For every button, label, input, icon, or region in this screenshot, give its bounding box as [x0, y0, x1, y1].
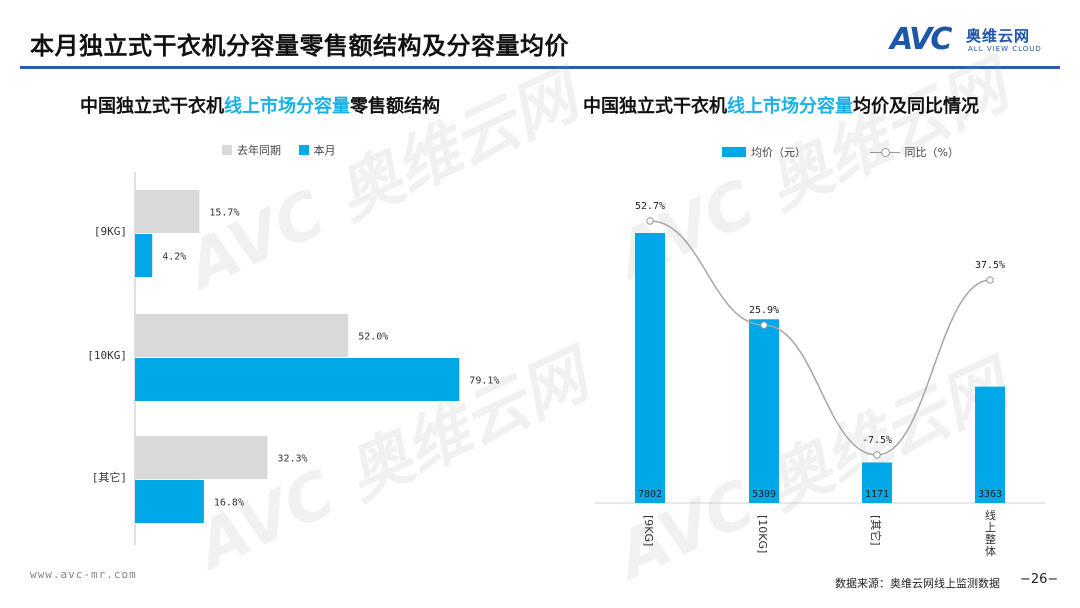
avc-logo-mark: AVC — [890, 22, 952, 57]
category-label-char: 整 — [985, 532, 996, 546]
category-label: [10KG] — [756, 515, 769, 553]
yoy-label: 37.5% — [975, 260, 1005, 271]
right-chart-title: 中国独立式干衣机线上市场分容量均价及同比情况 — [583, 92, 979, 118]
category-label-text: [10KG] — [756, 515, 769, 553]
legend-line-swatch — [869, 147, 900, 157]
data-label: 79.1% — [469, 376, 499, 387]
legend-item-yoy: 同比（%） — [869, 144, 959, 160]
bar-this-month — [135, 358, 460, 401]
category-label: [其它] — [869, 515, 883, 546]
data-label: 52.0% — [358, 332, 388, 343]
category-label-char: 体 — [985, 544, 996, 558]
legend-item-last-year: 去年同期 — [222, 142, 281, 158]
price-bar — [635, 233, 665, 503]
price-bar — [862, 462, 892, 503]
price-label: 3363 — [978, 489, 1002, 500]
logo: AVC 奥维云网 ALL VIEW CLOUD — [890, 22, 1060, 62]
price-bar — [749, 319, 779, 503]
price-label: 5309 — [752, 489, 776, 500]
category-label: [10KG] — [87, 349, 127, 362]
left-chart-title: 中国独立式干衣机线上市场分容量零售额结构 — [80, 92, 440, 118]
footer-source: 数据来源：奥维云网线上监测数据 — [835, 577, 1000, 590]
price-bar — [975, 386, 1005, 503]
legend-swatch-blue — [722, 147, 746, 157]
yoy-label: 52.7% — [635, 201, 665, 212]
price-label: 7802 — [638, 489, 662, 500]
legend-label: 同比（%） — [904, 146, 959, 159]
data-label: 4.2% — [162, 252, 186, 263]
yoy-label: -7.5% — [862, 435, 892, 446]
bar-last-year — [135, 436, 268, 479]
right-title-post: 均价及同比情况 — [853, 96, 979, 117]
page-number: −26− — [1020, 572, 1059, 587]
logo-cn-text: 奥维云网 — [966, 27, 1031, 45]
bar-last-year — [135, 314, 349, 357]
yoy-point — [646, 217, 654, 225]
bar-this-month — [135, 480, 204, 523]
left-bar-chart: [9KG] 15.7% 4.2% [10KG] 52.0% 79.1% [其它] 32.3% 1… — [87, 172, 499, 545]
legend-label: 去年同期 — [237, 144, 281, 157]
category-label: [9KG] — [94, 225, 127, 238]
page-title: 本月独立式干衣机分容量零售额结构及分容量均价 — [30, 32, 569, 60]
data-label: 16.8% — [214, 498, 244, 509]
yoy-point — [760, 321, 768, 329]
right-legend: 均价（元） 同比（%） — [722, 144, 973, 160]
legend-item-this-month: 本月 — [298, 142, 336, 158]
right-title-highlight: 线上市场分容量 — [727, 96, 853, 117]
yoy-label: 25.9% — [749, 305, 779, 316]
yoy-point — [986, 276, 994, 284]
left-title-highlight: 线上市场分容量 — [224, 96, 350, 117]
legend-label: 本月 — [313, 144, 336, 157]
category-label-text: [9KG] — [642, 515, 655, 546]
data-label: 15.7% — [209, 208, 239, 219]
yoy-line — [649, 220, 991, 456]
legend-item-avg-price: 均价（元） — [722, 144, 806, 160]
bar-this-month — [135, 234, 153, 277]
logo-en-text: ALL VIEW CLOUD — [968, 45, 1042, 53]
legend-label: 均价（元） — [751, 146, 806, 159]
category-label: [9KG] — [642, 515, 655, 546]
category-label: [其它] — [92, 470, 127, 484]
legend-swatch-gray — [222, 145, 232, 155]
price-label: 1171 — [865, 489, 889, 500]
left-legend: 去年同期 本月 — [222, 142, 350, 158]
yoy-point — [873, 451, 881, 459]
legend-swatch-blue — [298, 145, 309, 155]
left-title-post: 零售额结构 — [350, 96, 440, 117]
category-label-text: [其它] — [869, 515, 883, 546]
category-label-char: 上 — [985, 521, 996, 534]
bar-last-year — [135, 190, 200, 233]
header-rule — [20, 66, 1060, 69]
left-title-pre: 中国独立式干衣机 — [80, 96, 224, 117]
data-label: 32.3% — [277, 454, 307, 465]
category-label-char: 线 — [985, 508, 996, 522]
right-title-pre: 中国独立式干衣机 — [583, 96, 727, 117]
footer-url[interactable]: www.avc-mr.com — [30, 568, 137, 581]
